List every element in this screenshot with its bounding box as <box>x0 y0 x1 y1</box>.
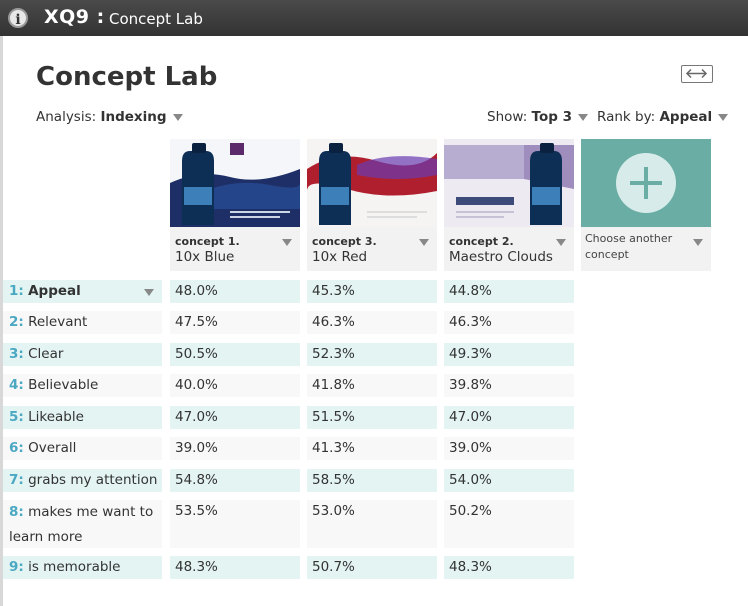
row-label: Relevant <box>28 314 88 330</box>
table-cell: 47.0% <box>170 406 300 429</box>
row-label: grabs my attention <box>28 472 158 488</box>
analysis-label: Analysis: <box>36 109 97 125</box>
chevron-down-icon <box>578 113 588 121</box>
row-label: Overall <box>28 440 77 456</box>
table-cell: 46.3% <box>444 311 574 334</box>
table-cell: 48.0% <box>170 280 300 303</box>
row-label-relevant: 2: Relevant <box>3 311 162 334</box>
row-label-learn-more: 8: makes me want to learn more <box>3 500 162 548</box>
chevron-down-icon[interactable] <box>693 239 703 246</box>
table-cell: 48.3% <box>444 556 574 579</box>
row-label: Clear <box>28 346 64 362</box>
row-label-clear: 3: Clear <box>3 343 162 366</box>
table-cell: 46.3% <box>307 311 437 334</box>
table-cell: 40.0% <box>170 374 300 397</box>
table-cell: 51.5% <box>307 406 437 429</box>
table-cell: 49.3% <box>444 343 574 366</box>
row-number: 3: <box>9 346 24 362</box>
row-label-appeal[interactable]: 1: Appeal <box>3 280 162 303</box>
table-cell: 41.3% <box>307 437 437 460</box>
brand-logo: XQ9 : <box>44 6 105 28</box>
row-label: Appeal <box>28 283 81 299</box>
concept-image[interactable] <box>307 139 437 227</box>
row-label: makes me want to learn more <box>9 504 154 545</box>
concept-name: 10x Red <box>312 249 368 265</box>
info-icon[interactable]: i <box>8 8 28 28</box>
table-cell: 53.5% <box>170 500 300 548</box>
rank-by-value: Appeal <box>659 109 713 125</box>
left-edge-divider <box>0 36 3 606</box>
concept-code: concept 1. <box>175 235 240 248</box>
page-title: Concept Lab <box>36 62 218 92</box>
table-cell: 50.7% <box>307 556 437 579</box>
table-cell: 39.0% <box>170 437 300 460</box>
row-number: 1: <box>9 283 24 299</box>
row-label-grabs-attention: 7: grabs my attention <box>3 469 162 492</box>
row-number: 7: <box>9 472 24 488</box>
row-number: 4: <box>9 377 24 393</box>
plus-icon[interactable] <box>616 153 676 213</box>
concept-card-1[interactable]: concept 1. 10x Blue <box>170 139 300 271</box>
concept-image[interactable] <box>170 139 300 227</box>
table-cell: 54.8% <box>170 469 300 492</box>
chevron-down-icon <box>718 113 729 121</box>
chevron-down-icon[interactable] <box>282 239 292 246</box>
show-value: Top 3 <box>531 109 572 125</box>
table-cell: 39.0% <box>444 437 574 460</box>
add-concept-button[interactable] <box>581 139 711 227</box>
show-dropdown[interactable]: Show: Top 3 <box>487 109 588 125</box>
row-number: 6: <box>9 440 24 456</box>
concept-image[interactable] <box>444 139 574 227</box>
table-cell: 53.0% <box>307 500 437 548</box>
add-concept-label: Choose another concept <box>585 232 673 261</box>
row-number: 5: <box>9 409 24 425</box>
concept-name: 10x Blue <box>175 249 235 265</box>
concept-card-3[interactable]: concept 3. 10x Red <box>307 139 437 271</box>
analysis-value: Indexing <box>100 109 167 125</box>
row-label: Believable <box>28 377 99 393</box>
table-cell: 52.3% <box>307 343 437 366</box>
chevron-down-icon[interactable] <box>419 239 429 246</box>
concept-code: concept 3. <box>312 235 377 248</box>
table-cell: 41.8% <box>307 374 437 397</box>
top-bar: i XQ9 : Concept Lab <box>0 0 748 36</box>
rank-by-label: Rank by: <box>597 109 656 125</box>
table-cell: 50.5% <box>170 343 300 366</box>
concept-card-2[interactable]: concept 2. Maestro Clouds <box>444 139 574 271</box>
show-label: Show: <box>487 109 528 125</box>
expand-icon[interactable] <box>681 65 713 83</box>
row-label-likeable: 5: Likeable <box>3 406 162 429</box>
table-cell: 50.2% <box>444 500 574 548</box>
row-label-overall: 6: Overall <box>3 437 162 460</box>
add-concept-card[interactable]: Choose another concept <box>581 139 711 271</box>
row-number: 2: <box>9 314 24 330</box>
row-label: is memorable <box>28 559 121 575</box>
row-label: Likeable <box>28 409 84 425</box>
concept-name: Maestro Clouds <box>449 249 553 265</box>
row-number: 8: <box>9 504 24 520</box>
chevron-down-icon[interactable] <box>144 289 154 296</box>
analysis-dropdown[interactable]: Analysis: Indexing <box>36 109 183 125</box>
table-cell: 47.5% <box>170 311 300 334</box>
table-cell: 39.8% <box>444 374 574 397</box>
row-number: 9: <box>9 559 24 575</box>
chevron-down-icon <box>172 113 183 121</box>
table-cell: 47.0% <box>444 406 574 429</box>
table-cell: 54.0% <box>444 469 574 492</box>
chevron-down-icon[interactable] <box>556 239 566 246</box>
table-cell: 48.3% <box>170 556 300 579</box>
table-cell: 44.8% <box>444 280 574 303</box>
rank-by-dropdown[interactable]: Rank by: Appeal <box>597 109 729 125</box>
row-label-believable: 4: Believable <box>3 374 162 397</box>
app-name: Concept Lab <box>109 10 203 28</box>
row-label-memorable: 9: is memorable <box>3 556 162 579</box>
table-cell: 58.5% <box>307 469 437 492</box>
table-cell: 45.3% <box>307 280 437 303</box>
concept-code: concept 2. <box>449 235 514 248</box>
